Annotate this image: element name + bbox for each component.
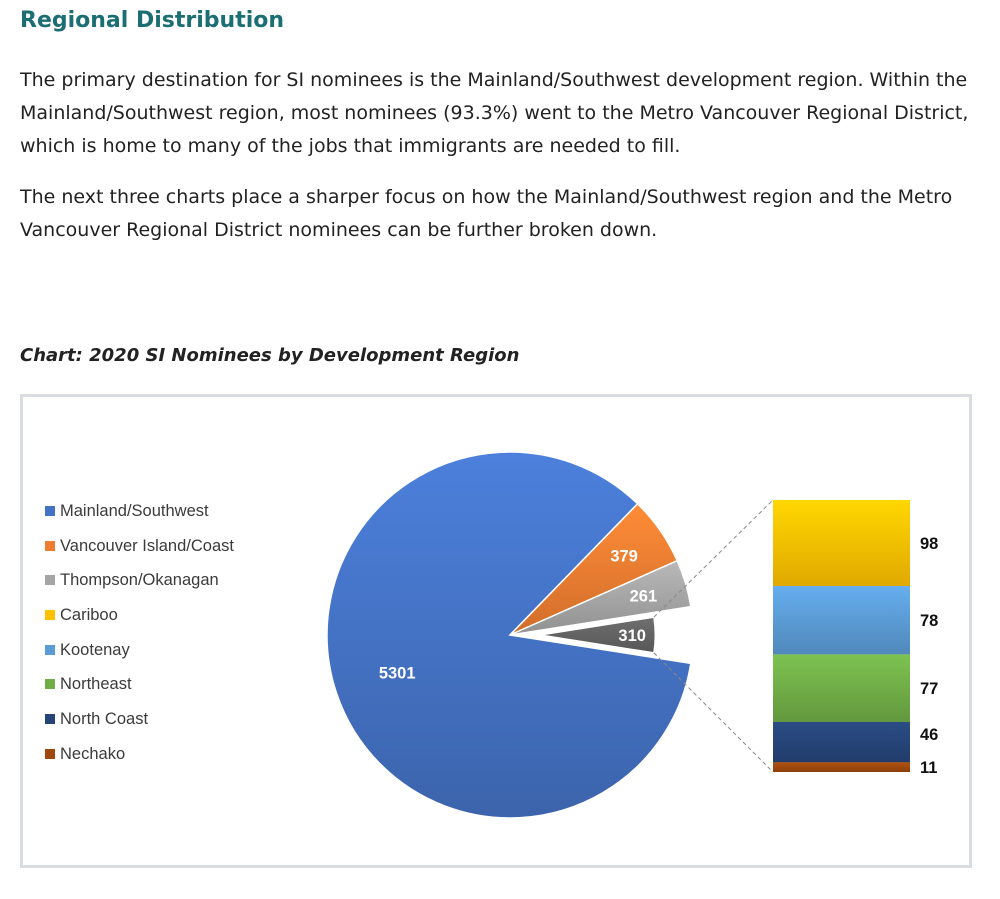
legend-label: Nechako	[60, 744, 126, 763]
legend-label: Thompson/Okanagan	[60, 571, 219, 590]
section-heading: Regional Distribution	[20, 8, 285, 33]
bar-segment-north-coast	[773, 722, 910, 763]
legend-item-north-coast: North Coast	[45, 709, 234, 744]
pie-data-label: 261	[630, 588, 658, 606]
legend-label: Kootenay	[60, 640, 130, 659]
bar-segment-nechako	[773, 762, 910, 772]
legend-swatch	[45, 610, 55, 621]
legend-label: Vancouver Island/Coast	[60, 536, 234, 555]
bar-segment-kootenay	[773, 586, 910, 655]
pie-data-label: 5301	[379, 665, 416, 683]
chart-legend: Mainland/Southwest Vancouver Island/Coast…	[45, 501, 234, 779]
legend-item-vancouver-island-coast: Vancouver Island/Coast	[45, 536, 234, 571]
bar-segment-northeast	[773, 654, 910, 722]
bar-data-label: 46	[920, 726, 938, 744]
bar-segment-cariboo	[773, 500, 910, 586]
legend-swatch	[45, 644, 55, 655]
legend-label: North Coast	[60, 710, 149, 729]
legend-swatch	[45, 506, 55, 516]
chart-caption: Chart: 2020 SI Nominees by Development R…	[20, 345, 520, 366]
legend-swatch	[45, 748, 55, 759]
pie-data-label: 379	[610, 548, 638, 566]
pie-slice-thompson-okanagan	[509, 559, 692, 636]
bar-data-label: 11	[920, 759, 937, 777]
bar-data-label: 78	[920, 612, 938, 630]
pie-data-label: 310	[618, 627, 646, 645]
legend-item-kootenay: Kootenay	[45, 640, 234, 675]
legend-item-thompson-okanagan: Thompson/Okanagan	[45, 570, 234, 605]
bar-data-label: 98	[920, 535, 938, 553]
chart-frame: Mainland/Southwest Vancouver Island/Coast…	[20, 394, 972, 868]
followup-paragraph: The next three charts place a sharper fo…	[20, 186, 953, 241]
intro-paragraph: The primary destination for SI nominees …	[20, 69, 969, 157]
legend-item-northeast: Northeast	[45, 674, 234, 709]
pie-of-bar-chart: 5301 379 261 310 98 78 77 46 11	[326, 451, 938, 819]
legend-swatch	[45, 679, 55, 690]
legend-swatch	[45, 540, 55, 551]
legend-label: Mainland/Southwest	[60, 502, 209, 520]
bar-data-label: 77	[920, 680, 938, 698]
pie-slice-mainland-southwest	[326, 451, 692, 819]
pie-slice-other-regions	[539, 616, 656, 654]
connector-line-bottom	[653, 652, 774, 773]
legend-item-cariboo: Cariboo	[45, 605, 234, 640]
legend-item-mainland-southwest: Mainland/Southwest	[45, 501, 234, 536]
legend-swatch	[45, 575, 55, 586]
legend-label: Northeast	[60, 675, 132, 694]
legend-item-nechako: Nechako	[45, 744, 234, 779]
legend-label: Cariboo	[60, 606, 118, 625]
legend-swatch	[45, 714, 55, 725]
